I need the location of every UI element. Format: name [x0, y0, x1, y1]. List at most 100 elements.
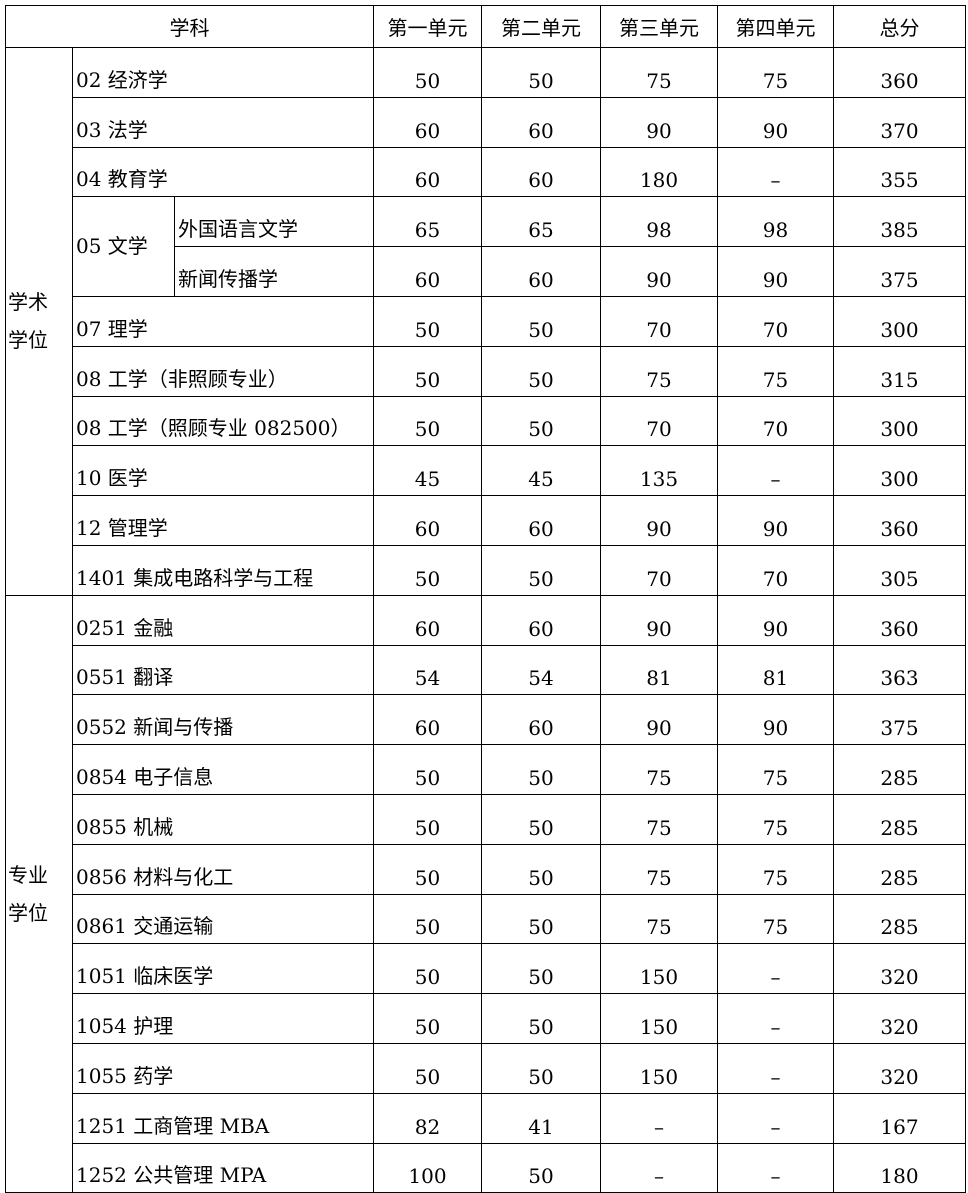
total-cell: 320: [833, 993, 966, 1044]
unit-3-cell: 75: [600, 893, 718, 945]
unit-3-cell: –: [600, 1092, 718, 1144]
unit-1-cell: 50: [373, 47, 482, 98]
table-row: 12 管理学 60 60 90 90 360: [6, 495, 966, 546]
header-total: 总分: [833, 5, 966, 48]
unit-3-cell: 75: [600, 843, 718, 895]
unit-1-cell: 50: [373, 993, 482, 1044]
subject-cell: 08 工学（非照顾专业）: [72, 345, 374, 397]
unit-2-cell: 50: [481, 295, 601, 347]
unit-2-cell: 50: [481, 1142, 601, 1193]
unit-2-cell: 65: [481, 196, 601, 248]
unit-1-cell: 54: [373, 644, 482, 696]
total-cell: 315: [833, 345, 966, 397]
header-subject: 学科: [5, 5, 374, 48]
unit-3-cell: 75: [600, 47, 718, 98]
total-cell: 360: [833, 495, 966, 546]
unit-3-cell: 150: [600, 1042, 718, 1094]
unit-4-cell: 75: [717, 345, 834, 397]
unit-3-cell: 150: [600, 993, 718, 1044]
subject-cell: 0854 电子信息: [72, 744, 374, 795]
total-cell: 360: [833, 47, 966, 98]
unit-3-cell: 90: [600, 96, 718, 148]
unit-1-cell: 60: [373, 694, 482, 746]
unit-1-cell: 65: [373, 196, 482, 248]
unit-2-cell: 50: [481, 1042, 601, 1094]
unit-4-cell: 90: [717, 694, 834, 746]
total-cell: 300: [833, 445, 966, 497]
unit-2-cell: 60: [481, 694, 601, 746]
subject-cell: 05 文学: [72, 196, 175, 297]
unit-1-cell: 50: [373, 395, 482, 447]
table-row: 05 文学 外国语言文学 65 65 98 98 385: [6, 196, 966, 297]
unit-3-cell: 70: [600, 544, 718, 596]
subject-cell: 0551 翻译: [72, 644, 374, 696]
header-unit-1: 第一单元: [373, 5, 482, 48]
unit-1-cell: 50: [373, 793, 482, 845]
table-row: 04 教育学 60 60 180–355: [6, 146, 966, 198]
unit-3-cell: 75: [600, 793, 718, 845]
unit-3-cell: 90: [600, 495, 718, 546]
table-row: 新闻传播学 60 60 90 90 375: [6, 246, 966, 297]
unit-4-cell: 90: [717, 246, 834, 297]
header-unit-4: 第四单元: [717, 5, 834, 48]
unit-4-cell: 81: [717, 644, 834, 696]
subject-cell: 1055 药学: [72, 1042, 374, 1094]
unit-3-cell: 81: [600, 644, 718, 696]
total-cell: 305: [833, 544, 966, 596]
subject-cell: 10 医学: [72, 445, 374, 497]
total-cell: 355: [833, 146, 966, 198]
unit-2-cell: 41: [481, 1092, 601, 1144]
unit-2-cell: 50: [481, 893, 601, 945]
total-cell: 180: [833, 1142, 966, 1193]
table-row: 0856 材料与化工 50 50 75 75 285: [6, 843, 966, 895]
unit-2-cell: 50: [481, 993, 601, 1044]
unit-2-cell: 45: [481, 445, 601, 497]
unit-4-cell: 70: [717, 395, 834, 447]
total-cell: 285: [833, 744, 966, 795]
unit-1-cell: 60: [373, 246, 482, 297]
total-cell: 385: [833, 196, 966, 248]
unit-1-cell: 50: [373, 843, 482, 895]
unit-2-cell: 50: [481, 47, 601, 98]
unit-4-cell: 70: [717, 295, 834, 347]
unit-4-cell: –: [717, 993, 834, 1044]
subsubject-cell: 新闻传播学: [174, 246, 374, 297]
table-row: 1251 工商管理 MBA 82 41– –167: [6, 1092, 966, 1144]
unit-3-cell: 98: [600, 196, 718, 248]
subject-cell: 1054 护理: [72, 993, 374, 1044]
total-cell: 375: [833, 694, 966, 746]
table-row: 1055 药学 50 50 150–320: [6, 1042, 966, 1094]
unit-2-cell: 60: [481, 246, 601, 297]
unit-3-cell: 90: [600, 246, 718, 297]
total-cell: 300: [833, 395, 966, 447]
unit-1-cell: 50: [373, 744, 482, 795]
total-cell: 167: [833, 1092, 966, 1144]
unit-3-cell: 180: [600, 146, 718, 198]
unit-4-cell: –: [717, 1042, 834, 1094]
subject-cell: 0251 金融: [72, 594, 374, 646]
table-row: 学术学位 02 经济学 50 50 75 75 360: [5, 47, 966, 596]
total-cell: 375: [833, 246, 966, 297]
unit-2-cell: 50: [481, 395, 601, 447]
unit-1-cell: 50: [373, 295, 482, 347]
unit-3-cell: –: [600, 1142, 718, 1193]
unit-2-cell: 60: [481, 146, 601, 198]
unit-1-cell: 100: [373, 1142, 482, 1193]
subject-cell: 12 管理学: [72, 495, 374, 546]
unit-3-cell: 150: [600, 943, 718, 995]
total-cell: 300: [833, 295, 966, 347]
unit-2-cell: 60: [481, 495, 601, 546]
unit-4-cell: 90: [717, 96, 834, 148]
table-row: 08 工学（非照顾专业） 50 50 75 75 315: [6, 345, 966, 397]
unit-4-cell: 75: [717, 47, 834, 98]
subject-cell: 0861 交通运输: [72, 893, 374, 945]
subject-cell: 02 经济学: [72, 47, 374, 98]
category-cell: 学术学位: [5, 47, 73, 596]
unit-4-cell: –: [717, 445, 834, 497]
unit-3-cell: 90: [600, 694, 718, 746]
subject-cell: 03 法学: [72, 96, 374, 148]
table-row: 03 法学 60 60 90 90 370: [6, 96, 966, 148]
subject-cell: 07 理学: [72, 295, 374, 347]
unit-2-cell: 50: [481, 943, 601, 995]
table-row: 0855 机械 50 50 75 75 285: [6, 793, 966, 845]
